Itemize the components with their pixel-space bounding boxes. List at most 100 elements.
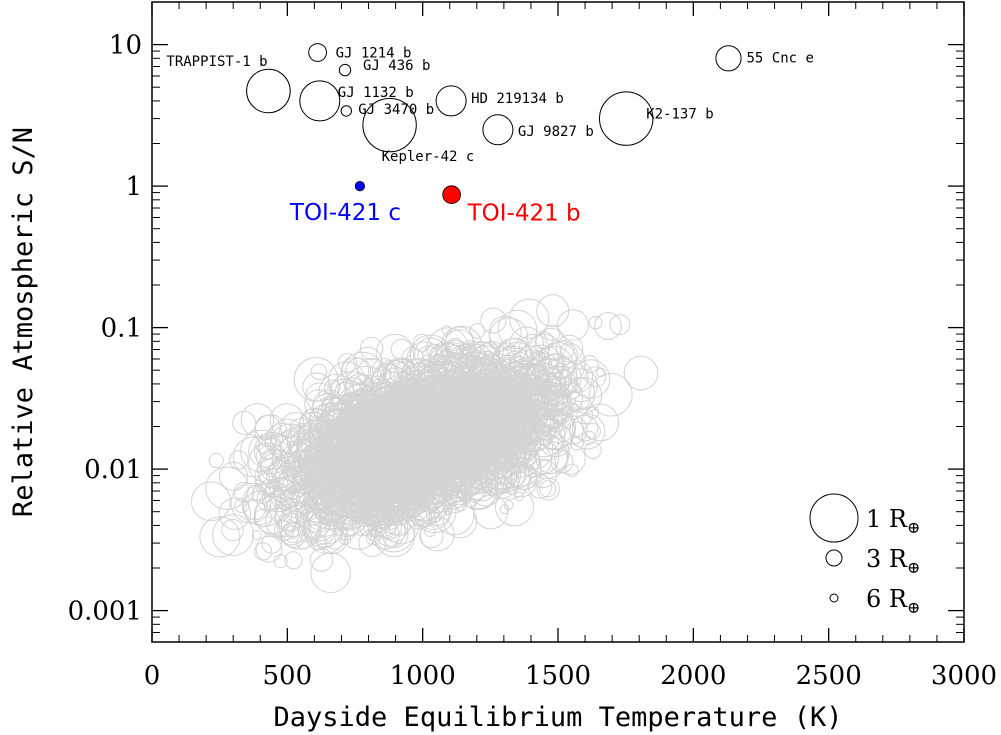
background-point — [385, 408, 402, 425]
y-tick-label: 1 — [125, 172, 142, 202]
background-point — [470, 345, 500, 375]
background-point — [581, 430, 597, 445]
x-tick-label: 3000 — [931, 661, 997, 691]
highlighted-planet-label: TOI-421 b — [467, 201, 581, 227]
legend-label: 3 R⊕ — [866, 545, 920, 577]
background-point — [446, 339, 465, 359]
background-point — [325, 402, 357, 435]
background-point — [336, 479, 376, 519]
background-point — [273, 554, 288, 569]
legend-label-text: 3 R — [866, 545, 908, 573]
background-point — [536, 294, 570, 328]
named-planet-label: 55 Cnc e — [747, 50, 814, 66]
background-point — [361, 509, 373, 520]
background-point — [417, 358, 433, 374]
background-point — [323, 449, 354, 480]
background-point — [439, 422, 467, 450]
background-point — [514, 491, 525, 502]
background-point — [355, 436, 398, 480]
background-point — [311, 534, 328, 551]
y-tick-label: 0.1 — [101, 314, 142, 344]
named-planet-points: TRAPPIST-1 bGJ 1214 bGJ 436 bGJ 1132 bGJ… — [166, 43, 814, 165]
background-point — [571, 414, 599, 442]
y-tick-label: 0.01 — [84, 455, 142, 485]
background-point — [234, 498, 250, 514]
background-point — [357, 357, 387, 388]
named-planet-label: GJ 9827 b — [518, 124, 594, 140]
background-point — [474, 402, 503, 430]
named-planet-point — [715, 45, 742, 72]
background-point — [334, 459, 368, 493]
background-point — [508, 349, 545, 386]
background-point — [510, 407, 556, 453]
background-point — [390, 413, 422, 445]
background-point — [254, 414, 281, 441]
background-point — [528, 474, 553, 499]
background-point — [574, 394, 590, 410]
background-point — [312, 486, 352, 526]
background-point — [337, 377, 369, 409]
y-tick-label: 10 — [109, 31, 142, 61]
background-point — [251, 530, 262, 540]
background-point — [480, 307, 507, 334]
background-point — [310, 363, 328, 381]
background-point — [343, 485, 373, 515]
background-point — [479, 365, 494, 380]
background-point — [390, 465, 414, 489]
named-planet-point — [482, 114, 514, 146]
background-point — [371, 474, 402, 506]
background-point — [547, 358, 559, 370]
background-point — [406, 492, 417, 502]
background-point — [316, 424, 328, 436]
background-point — [319, 480, 346, 506]
background-point — [455, 499, 468, 512]
background-point — [422, 375, 447, 399]
background-point — [349, 416, 359, 426]
background-point — [445, 453, 485, 494]
background-point — [480, 434, 500, 453]
background-point — [477, 369, 518, 410]
background-point — [341, 452, 358, 469]
background-point — [419, 524, 444, 549]
background-point — [509, 462, 538, 491]
background-point — [205, 466, 249, 510]
background-point — [368, 450, 403, 484]
background-point — [293, 357, 339, 402]
background-point — [345, 390, 375, 419]
earth-symbol: ⊕ — [907, 598, 920, 617]
x-axis-ticks: 0 500 1000 1500 2000 2500 3000 — [144, 2, 997, 691]
named-planet-point — [435, 85, 467, 117]
background-point — [232, 436, 274, 478]
background-point — [242, 490, 278, 526]
background-point — [297, 448, 324, 475]
x-tick-label: 1500 — [525, 661, 591, 691]
named-planet-label: GJ 436 b — [363, 58, 430, 74]
background-point — [341, 356, 370, 385]
background-point — [406, 341, 444, 379]
background-point — [509, 378, 546, 415]
background-point — [379, 482, 399, 502]
background-point — [586, 406, 600, 419]
background-point — [356, 401, 382, 427]
background-point — [345, 431, 386, 472]
background-point — [445, 389, 489, 433]
background-point — [594, 312, 622, 340]
background-point — [544, 375, 563, 394]
named-planet-label: K2-137 b — [646, 107, 713, 123]
background-point — [581, 403, 620, 442]
legend-marker — [809, 493, 859, 543]
background-point — [302, 447, 334, 479]
x-tick-label: 0 — [144, 661, 161, 691]
background-point — [443, 410, 464, 431]
background-point — [558, 415, 588, 445]
legend-label: 6 R⊕ — [866, 585, 920, 617]
background-point — [409, 417, 450, 459]
background-point — [496, 436, 510, 450]
background-point — [499, 504, 510, 515]
background-point — [501, 341, 533, 373]
x-tick-label: 1000 — [390, 661, 456, 691]
background-point — [372, 481, 417, 526]
x-tick-label: 500 — [263, 661, 313, 691]
background-point — [460, 420, 505, 465]
